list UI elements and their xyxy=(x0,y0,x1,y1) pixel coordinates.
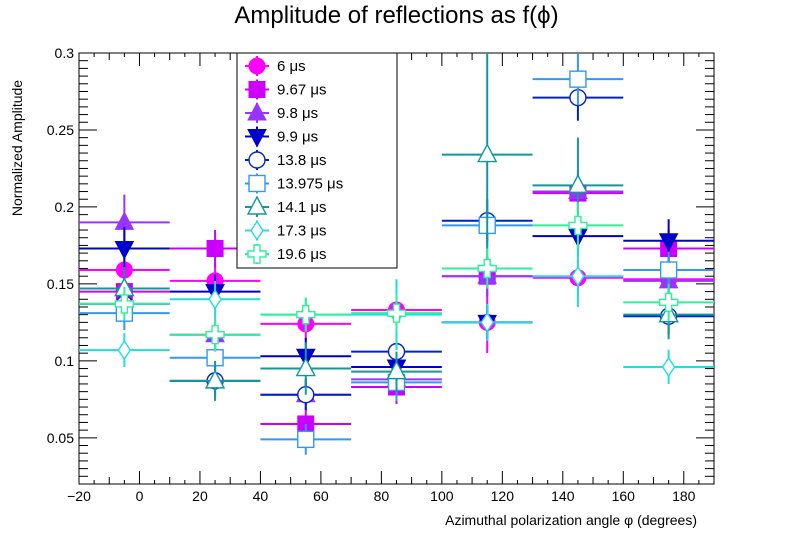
x-tick-label: 120 xyxy=(491,488,515,504)
y-tick-label: 0.2 xyxy=(55,199,75,215)
x-tick-label: 20 xyxy=(192,488,208,504)
legend-entry: 19.6 μs xyxy=(245,244,327,264)
data-point xyxy=(569,70,587,88)
legend-label: 9.67 μs xyxy=(277,82,327,99)
legend-entry: 6 μs xyxy=(245,56,306,76)
legend-marker xyxy=(250,220,264,241)
legend-marker xyxy=(248,81,266,98)
data-point xyxy=(386,303,407,323)
legend-label: 19.6 μs xyxy=(277,246,327,263)
data-point xyxy=(296,304,316,325)
legend-marker xyxy=(247,244,267,264)
data-point xyxy=(659,261,678,279)
data-point xyxy=(386,360,407,380)
data-point xyxy=(206,239,224,257)
data-point xyxy=(114,294,135,314)
y-tick-label: 0.05 xyxy=(47,430,74,446)
legend-label: 13.975 μs xyxy=(277,176,343,193)
legend-marker xyxy=(248,151,266,169)
legend-label: 6 μs xyxy=(277,58,306,75)
legend-label: 9.9 μs xyxy=(277,129,318,146)
data-point xyxy=(571,265,585,287)
legend-label: 17.3 μs xyxy=(277,223,327,240)
data-point xyxy=(114,240,135,260)
legend-entry: 13.975 μs xyxy=(245,173,343,194)
y-tick-label: 0.3 xyxy=(55,45,75,61)
x-tick-label: 160 xyxy=(612,488,636,504)
legend-marker xyxy=(247,101,267,121)
legend-marker xyxy=(248,57,266,75)
data-point xyxy=(568,215,588,236)
data-point xyxy=(205,324,225,345)
data-point xyxy=(658,233,679,252)
legend-label: 13.8 μs xyxy=(277,152,327,169)
legend-entry: 9.9 μs xyxy=(245,126,318,148)
x-tick-label: 80 xyxy=(374,488,390,504)
x-tick-label: 140 xyxy=(551,488,575,504)
data-point xyxy=(477,143,498,163)
legend-marker xyxy=(247,129,267,148)
y-tick-label: 0.15 xyxy=(47,276,74,292)
x-tick-label: 0 xyxy=(136,488,144,504)
data-point xyxy=(661,356,676,378)
chart-title: Amplitude of reflections as f(ϕ) xyxy=(234,2,559,29)
data-point xyxy=(567,173,589,194)
legend-label: 14.1 μs xyxy=(277,199,327,216)
data-point xyxy=(297,430,315,449)
data-point xyxy=(658,292,679,313)
legend-entry: 13.8 μs xyxy=(245,150,327,170)
series-8 xyxy=(79,202,714,352)
x-axis-label: Azimuthal polarization angle φ (degrees) xyxy=(445,512,697,528)
legend-marker xyxy=(246,195,268,215)
data-point xyxy=(477,258,497,279)
legend-marker xyxy=(248,174,266,193)
y-tick-label: 0.1 xyxy=(55,353,75,369)
data-point xyxy=(208,289,222,310)
x-tick-label: 40 xyxy=(253,488,269,504)
legend-entry: 9.8 μs xyxy=(245,101,318,123)
data-point xyxy=(480,312,495,333)
data-point xyxy=(204,369,226,389)
x-tick-label: 60 xyxy=(313,488,329,504)
data-point xyxy=(117,339,132,361)
legend-label: 9.8 μs xyxy=(277,105,318,122)
legend-entry: 17.3 μs xyxy=(245,220,327,241)
legend-entry: 14.1 μs xyxy=(245,195,327,217)
x-tick-label: 180 xyxy=(672,488,696,504)
x-tick-label: −20 xyxy=(67,488,91,504)
x-tick-label: 100 xyxy=(430,488,454,504)
legend-entry: 9.67 μs xyxy=(245,79,327,100)
data-point xyxy=(295,357,316,377)
data-point xyxy=(114,211,135,230)
y-tick-label: 0.25 xyxy=(47,122,74,138)
